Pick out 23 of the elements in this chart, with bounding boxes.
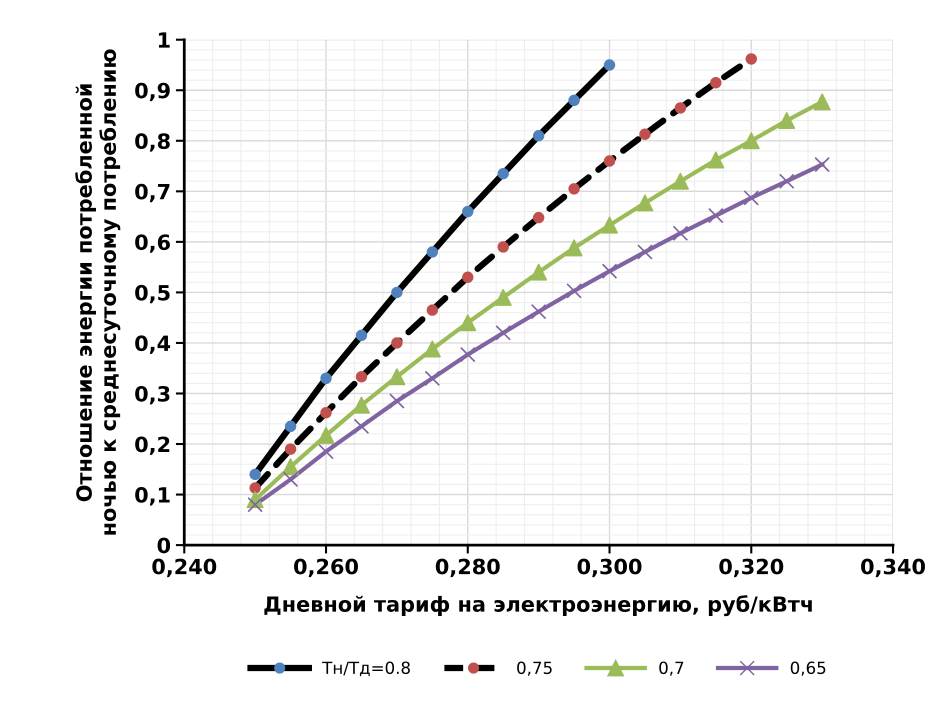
legend-label: 0,7	[659, 661, 684, 676]
y-tick-label: 0,8	[135, 133, 170, 152]
legend-label: 0,65	[790, 661, 826, 676]
x-tick-label: 0,340	[861, 558, 925, 578]
y-tick-label: 0,4	[135, 335, 170, 354]
y-tick-label: 0,2	[135, 436, 170, 455]
y-tick-label: 0,6	[135, 234, 170, 253]
y-tick-label: 0,5	[135, 284, 170, 304]
y-tick-label: 0,1	[135, 487, 170, 506]
y-tick-label: 0,9	[135, 82, 170, 102]
y-tick-label: 1	[158, 32, 170, 48]
x-axis-title: Дневной тариф на электроэнергию, руб/кВтч	[264, 595, 812, 616]
legend-label: Тн/Тд=0.8	[322, 661, 410, 676]
y-axis-title: Отношение энергии потребленной ночью к среднесуточному потреблению	[75, 49, 120, 535]
x-tick-label: 0,280	[436, 558, 500, 578]
x-tick-label: 0,260	[294, 558, 358, 578]
x-tick-label: 0,300	[578, 558, 642, 578]
x-tick-label: 0,240	[152, 558, 216, 578]
y-tick-label: 0	[158, 538, 170, 554]
y-tick-label: 0,3	[135, 386, 170, 404]
y-tick-label: 0,7	[135, 184, 170, 202]
legend-label: 0,75	[517, 661, 552, 676]
x-tick-label: 0,320	[719, 558, 784, 578]
